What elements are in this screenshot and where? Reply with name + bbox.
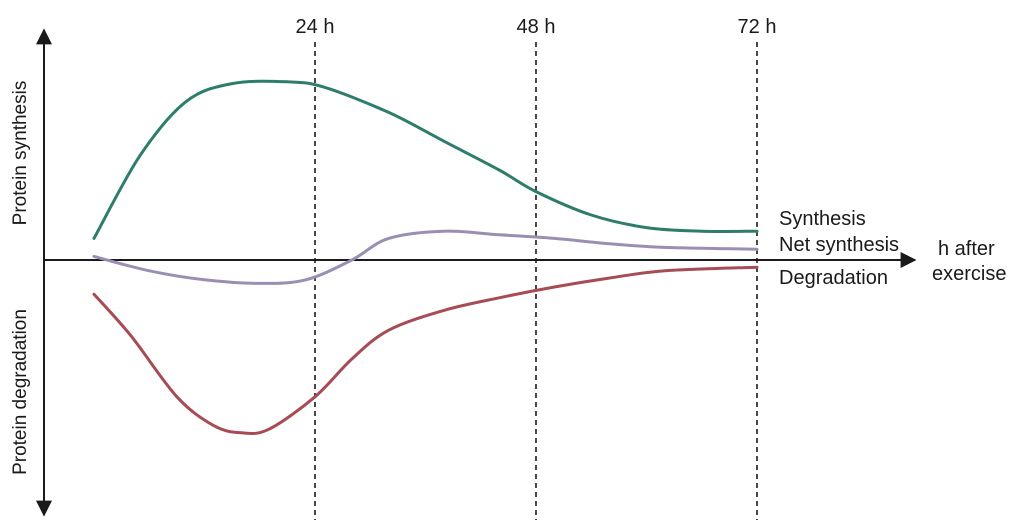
x-axis-label-line1: h after bbox=[938, 238, 995, 260]
series-label-synthesis: Synthesis bbox=[779, 208, 866, 230]
series-line-net-synthesis bbox=[92, 229, 759, 285]
series-line-synthesis bbox=[92, 79, 759, 240]
series-label-degradation: Degradation bbox=[779, 267, 888, 289]
x-tick-label: 72 h bbox=[738, 16, 777, 38]
x-tick-label: 24 h bbox=[296, 16, 335, 38]
series-line-degradation bbox=[92, 265, 759, 436]
y-axis-label-degradation: Protein degradation bbox=[10, 309, 31, 475]
x-tick-label: 48 h bbox=[517, 16, 556, 38]
x-axis-label-line2: exercise bbox=[932, 263, 1006, 285]
y-axis-label-synthesis: Protein synthesis bbox=[10, 81, 31, 226]
series-label-net-synthesis: Net synthesis bbox=[779, 234, 899, 256]
